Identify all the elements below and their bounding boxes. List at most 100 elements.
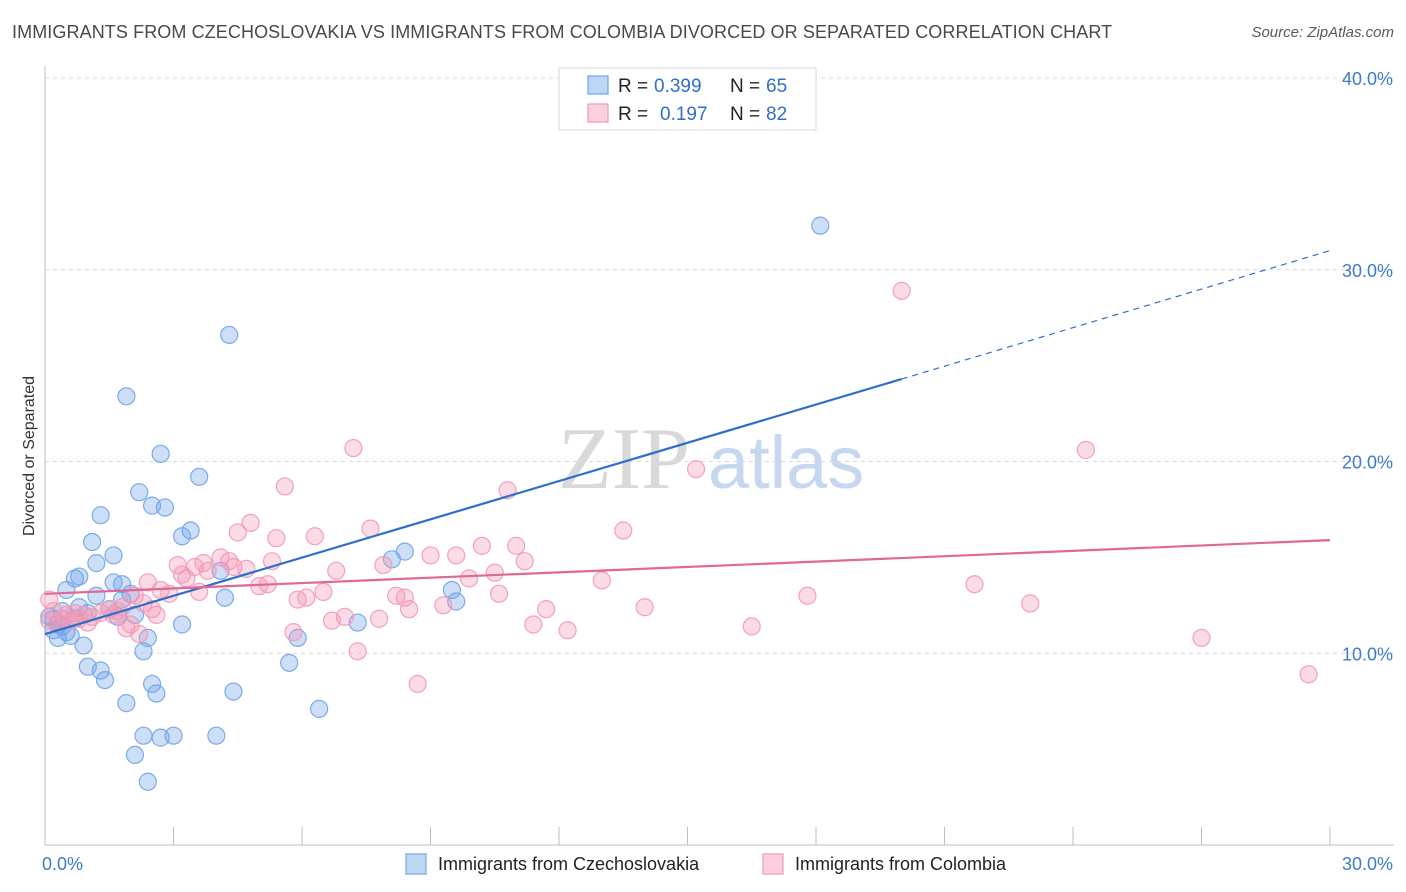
point-colombia-47 bbox=[297, 588, 316, 607]
point-colombia-62 bbox=[421, 546, 440, 565]
point-colombia-77 bbox=[635, 598, 654, 617]
point-czechoslovakia-19 bbox=[87, 586, 106, 605]
point-colombia-83 bbox=[1021, 594, 1040, 613]
point-colombia-79 bbox=[742, 617, 761, 636]
point-colombia-78 bbox=[686, 460, 706, 479]
watermark-zip: ZIP bbox=[558, 411, 690, 508]
legend-n-label-1: N = bbox=[730, 76, 760, 97]
point-czechoslovakia-41 bbox=[147, 684, 166, 703]
point-colombia-60 bbox=[399, 600, 419, 619]
point-colombia-24 bbox=[147, 605, 166, 625]
point-czechoslovakia-14 bbox=[74, 636, 93, 655]
x-tick-label-1: 30.0% bbox=[1342, 854, 1393, 874]
point-colombia-71 bbox=[515, 552, 534, 571]
point-colombia-82 bbox=[965, 575, 984, 594]
legend-r-value-colombia: 0.197 bbox=[660, 104, 708, 125]
point-colombia-39 bbox=[241, 513, 260, 532]
y-tick-label-3: 40.0% bbox=[1342, 69, 1393, 89]
axes bbox=[44, 66, 1394, 846]
point-colombia-0 bbox=[40, 590, 59, 609]
point-czechoslovakia-17 bbox=[83, 532, 102, 552]
point-colombia-61 bbox=[408, 674, 427, 694]
point-colombia-86 bbox=[1299, 665, 1318, 684]
point-czechoslovakia-55 bbox=[280, 653, 299, 672]
series-legend-swatch-czechoslovakia bbox=[405, 853, 427, 875]
y-axis-label: Divorced or Separated bbox=[21, 376, 38, 536]
point-czechoslovakia-30 bbox=[117, 387, 136, 406]
point-czechoslovakia-34 bbox=[130, 483, 149, 502]
point-czechoslovakia-48 bbox=[181, 521, 200, 540]
correlation-legend: R = 0.399 N = 65 R = 0.197 N = 82 bbox=[558, 67, 817, 131]
legend-n-label-2: N = bbox=[730, 104, 760, 125]
point-czechoslovakia-29 bbox=[117, 694, 136, 713]
series-legend-label-colombia: Immigrants from Colombia bbox=[795, 854, 1007, 874]
trend-lines bbox=[44, 250, 1331, 636]
point-czechoslovakia-38 bbox=[138, 628, 157, 648]
series-legend: Immigrants from Czechoslovakia Immigrant… bbox=[405, 853, 1007, 875]
point-czechoslovakia-13 bbox=[70, 567, 89, 586]
point-colombia-53 bbox=[344, 438, 363, 458]
point-czechoslovakia-50 bbox=[207, 726, 226, 745]
y-tick-label-0: 10.0% bbox=[1342, 644, 1393, 664]
point-colombia-56 bbox=[370, 609, 389, 628]
point-czechoslovakia-40 bbox=[142, 674, 162, 694]
point-czechoslovakia-54 bbox=[224, 682, 243, 701]
point-colombia-51 bbox=[327, 561, 346, 580]
point-czechoslovakia-47 bbox=[172, 615, 192, 634]
y-tick-labels: 10.0% 20.0% 30.0% 40.0% bbox=[1342, 69, 1393, 664]
point-czechoslovakia-36 bbox=[134, 642, 153, 661]
legend-n-value-czechoslovakia: 65 bbox=[766, 76, 787, 97]
watermark-atlas: atlas bbox=[708, 421, 864, 504]
point-colombia-75 bbox=[592, 571, 611, 590]
point-czechoslovakia-44 bbox=[155, 498, 175, 517]
legend-r-label-2: R = bbox=[618, 104, 648, 125]
point-czechoslovakia-49 bbox=[190, 467, 209, 486]
point-czechoslovakia-21 bbox=[91, 661, 110, 680]
point-colombia-68 bbox=[489, 584, 509, 603]
point-czechoslovakia-22 bbox=[95, 670, 115, 690]
point-czechoslovakia-20 bbox=[91, 506, 110, 525]
point-colombia-48 bbox=[305, 527, 324, 546]
point-colombia-33 bbox=[198, 561, 217, 580]
point-colombia-45 bbox=[284, 623, 303, 642]
data-points bbox=[40, 216, 1318, 791]
point-colombia-72 bbox=[524, 615, 543, 634]
point-czechoslovakia-57 bbox=[310, 699, 329, 718]
x-tick-label-0: 0.0% bbox=[42, 854, 83, 874]
point-colombia-66 bbox=[472, 536, 491, 555]
point-czechoslovakia-18 bbox=[87, 554, 106, 573]
legend-swatch-czechoslovakia bbox=[587, 75, 609, 95]
series-legend-swatch-colombia bbox=[762, 853, 784, 875]
trend-line-colombia bbox=[44, 539, 1331, 595]
point-colombia-44 bbox=[275, 477, 294, 496]
point-colombia-37 bbox=[228, 523, 247, 542]
watermark: ZIP atlas bbox=[558, 411, 864, 508]
point-czechoslovakia-45 bbox=[164, 726, 183, 745]
point-colombia-57 bbox=[374, 555, 393, 575]
point-colombia-54 bbox=[348, 642, 367, 661]
point-colombia-76 bbox=[614, 521, 633, 540]
source-credit: Source: ZipAtlas.com bbox=[1251, 24, 1394, 41]
point-colombia-34 bbox=[211, 548, 230, 567]
point-colombia-63 bbox=[434, 596, 453, 615]
point-colombia-67 bbox=[485, 563, 504, 582]
point-czechoslovakia-43 bbox=[151, 444, 170, 463]
legend-n-value-colombia: 82 bbox=[766, 104, 787, 125]
point-colombia-65 bbox=[459, 569, 479, 588]
legend-r-label-1: R = bbox=[618, 76, 648, 97]
x-tick-labels: 0.0% 30.0% bbox=[42, 854, 1393, 874]
point-czechoslovakia-52 bbox=[215, 588, 234, 607]
point-colombia-81 bbox=[892, 281, 911, 300]
series-legend-label-czechoslovakia: Immigrants from Czechoslovakia bbox=[438, 854, 700, 874]
point-colombia-73 bbox=[537, 600, 556, 619]
point-czechoslovakia-60 bbox=[395, 542, 414, 561]
legend-r-value-czechoslovakia: 0.399 bbox=[654, 76, 702, 97]
legend-swatch-colombia bbox=[587, 103, 609, 123]
point-colombia-84 bbox=[1076, 440, 1095, 460]
trend-line-czechoslovakia bbox=[44, 377, 902, 636]
point-colombia-64 bbox=[447, 546, 466, 565]
y-tick-label-1: 20.0% bbox=[1342, 453, 1393, 473]
chart-title: IMMIGRANTS FROM CZECHOSLOVAKIA VS IMMIGR… bbox=[12, 22, 1113, 42]
point-colombia-70 bbox=[507, 536, 526, 555]
